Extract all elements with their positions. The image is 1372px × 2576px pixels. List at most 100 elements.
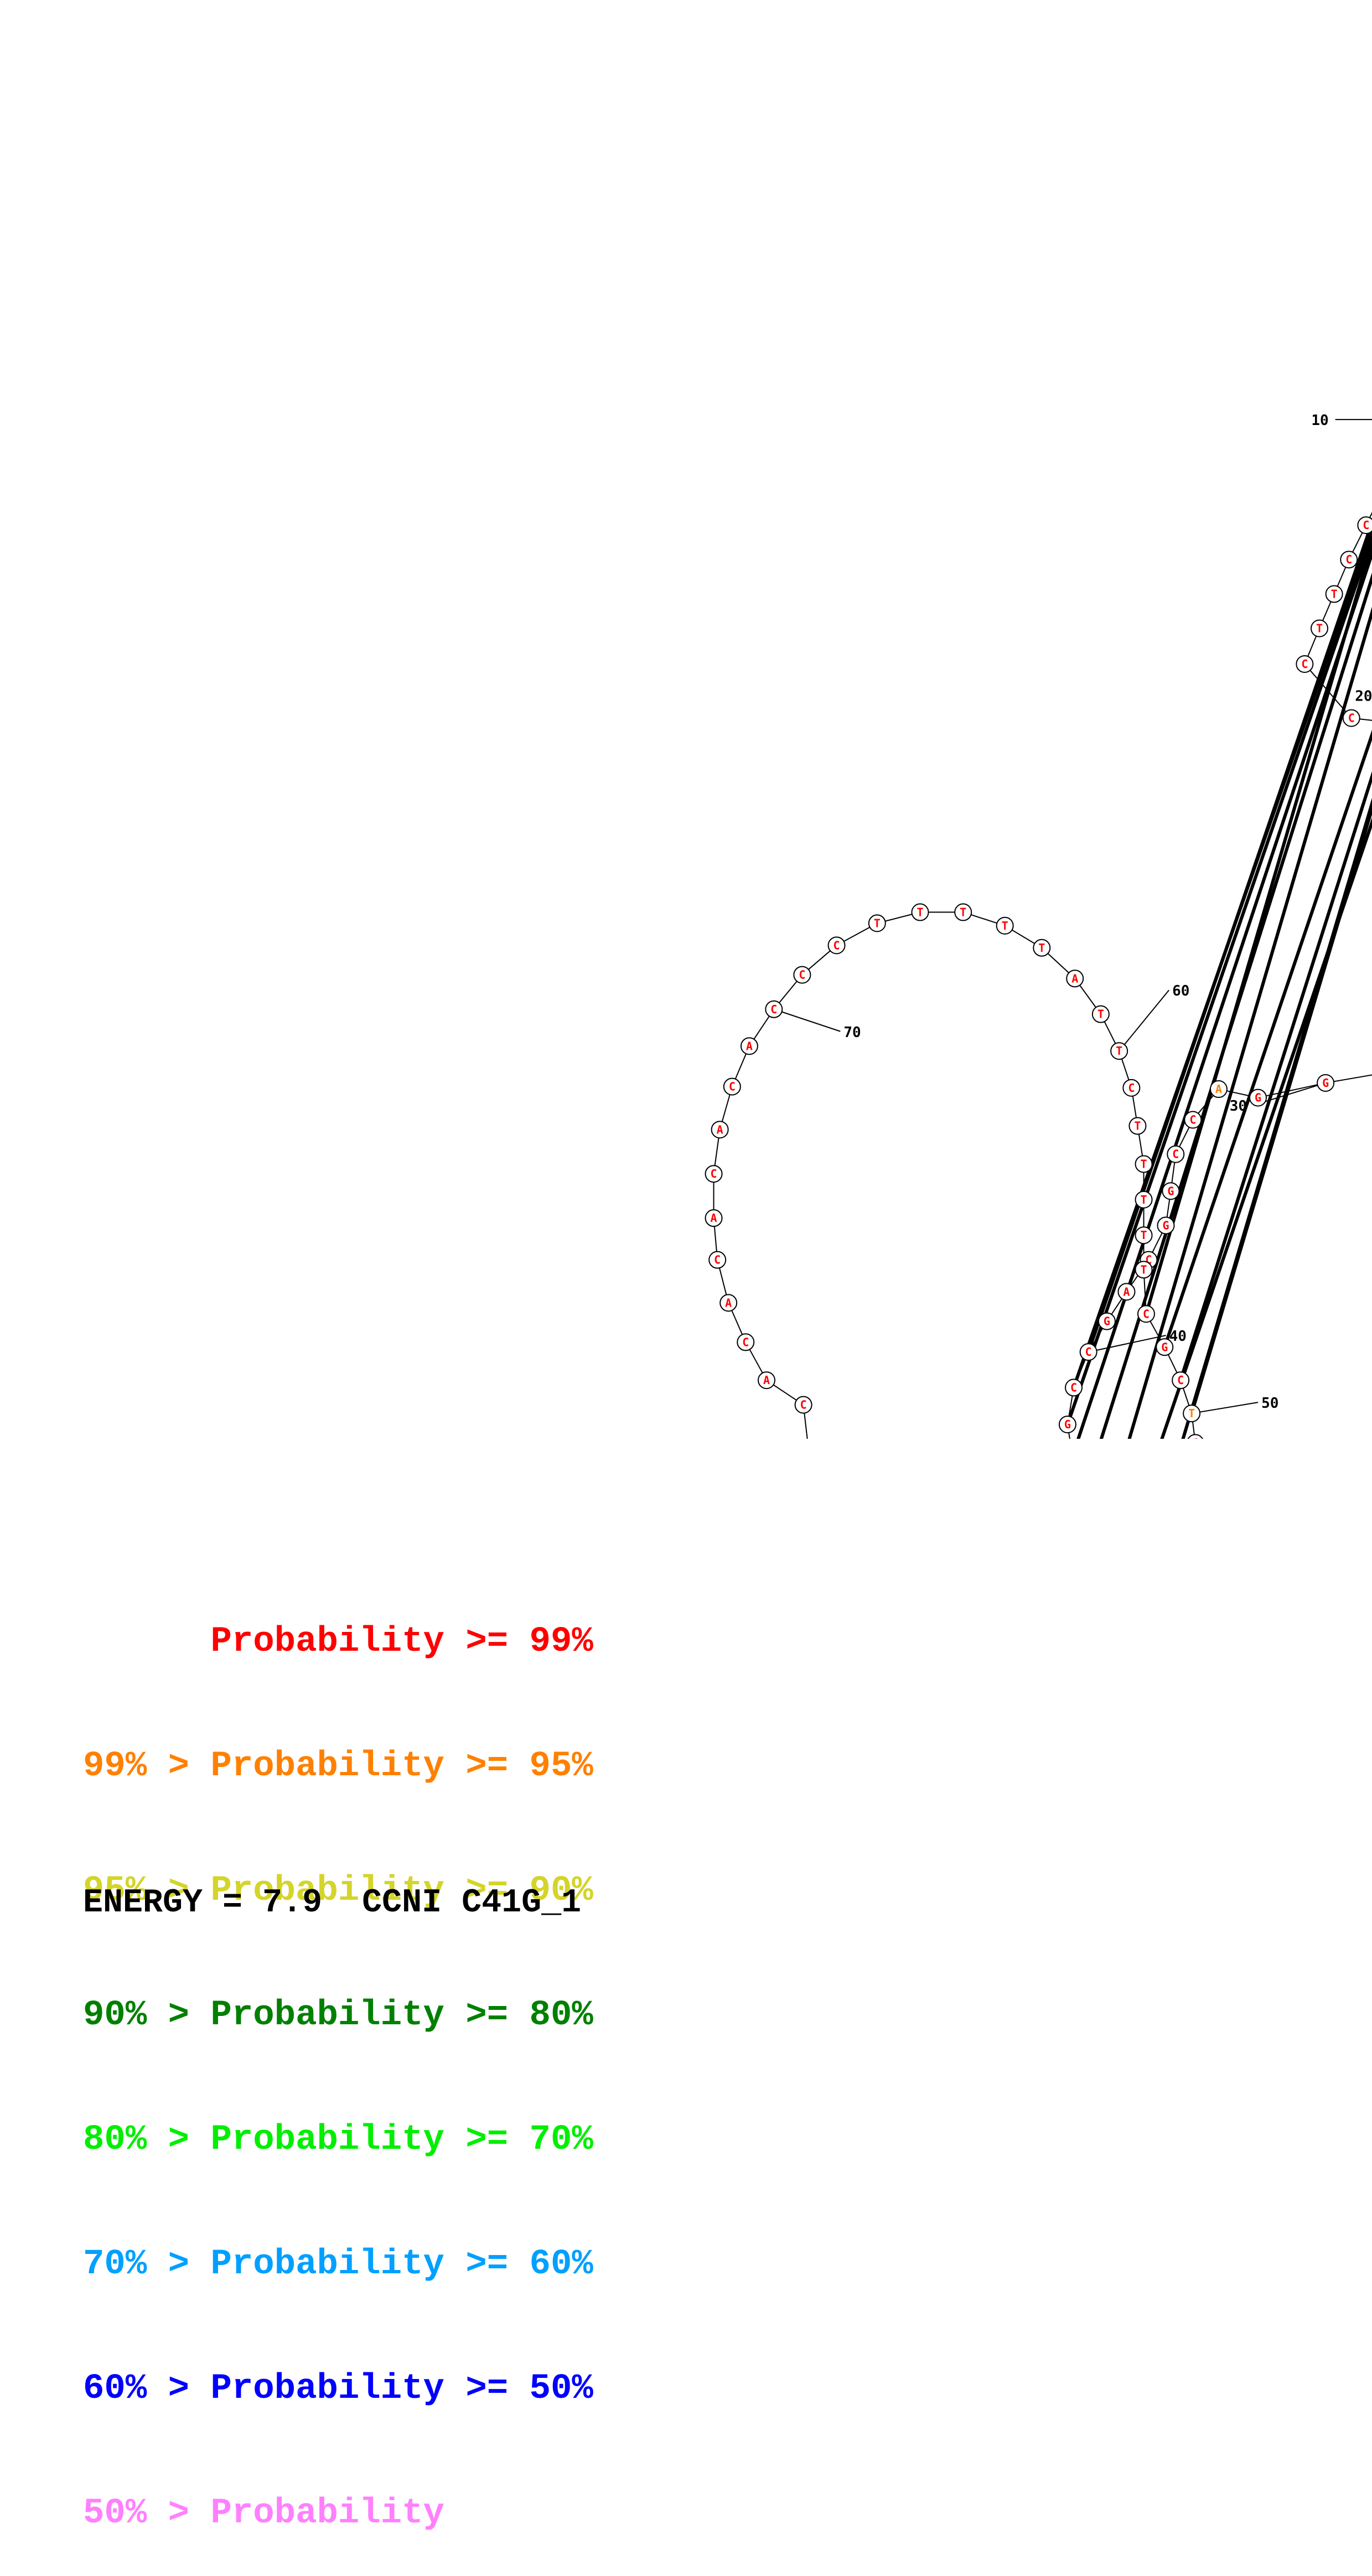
nucleotide-circle (1128, 1117, 1147, 1135)
nucleotide: C (1137, 1305, 1155, 1323)
nucleotide: T (1110, 1042, 1128, 1060)
nucleotide: T (1135, 1261, 1153, 1279)
nucleotide-letter: T (1002, 919, 1008, 932)
nucleotide: G (1157, 1216, 1175, 1235)
nucleotide-letter: T (1038, 941, 1045, 955)
nucleotide-letter: C (799, 968, 805, 982)
nucleotide-letter: C (1143, 1307, 1150, 1320)
nucleotide: A (705, 1209, 723, 1227)
nucleotide-circle (1172, 1371, 1190, 1390)
tick-line (803, 1404, 808, 1439)
nucleotide-circle (1066, 970, 1084, 988)
base-pair-bond (1076, 548, 1372, 1439)
nucleotide: A (711, 1121, 729, 1139)
nucleotide-letter: T (1141, 1193, 1147, 1206)
base-pair-bond (1127, 607, 1372, 1439)
nucleotide-circle (1357, 516, 1372, 535)
nucleotide: G (1058, 1416, 1076, 1434)
nucleotide: T (1128, 1117, 1147, 1135)
nucleotide-circle (1183, 1404, 1201, 1423)
tick-line (1191, 1402, 1259, 1414)
nucleotide-letter: G (1255, 1091, 1261, 1105)
nucleotide-letter: C (800, 1398, 807, 1412)
nucleotide: G (1156, 1338, 1174, 1356)
nucleotide-letter: C (1189, 1113, 1196, 1127)
nucleotide-circle (1311, 619, 1328, 637)
nucleotide-letter: T (1141, 1229, 1147, 1242)
nucleotide-letter: C (770, 1003, 777, 1016)
nucleotide: A (1117, 1283, 1136, 1301)
nucleotide: T (1135, 1226, 1153, 1245)
nucleotide: T (1311, 619, 1328, 637)
nucleotide: T (1183, 1404, 1201, 1423)
base-pair-bond (1066, 533, 1372, 1426)
legend-row: 95% > Probability >= 90% (83, 1871, 593, 1911)
nucleotide: A (740, 1037, 758, 1055)
nucleotide-circle (1058, 1416, 1076, 1434)
nucleotide: C (1172, 1371, 1190, 1390)
legend-row: 90% > Probability >= 80% (83, 1996, 593, 2035)
nucleotide: G (1097, 1312, 1116, 1330)
tick-line (774, 1008, 841, 1032)
nucleotide: T (996, 916, 1014, 935)
nucleotide-letter: G (1162, 1219, 1169, 1232)
base-pair-bond (1181, 797, 1372, 1439)
nucleotide-circle (1342, 709, 1360, 727)
nucleotide-circle (719, 1294, 738, 1312)
nucleotide: G (1317, 1074, 1335, 1092)
legend-row: 60% > Probability >= 50% (83, 2369, 593, 2409)
nucleotide-letter: T (1188, 1407, 1195, 1420)
nucleotide: C (765, 1000, 783, 1018)
nucleotide: C (827, 936, 846, 955)
nucleotide-circle (827, 936, 846, 955)
base-pair-bond (1099, 572, 1372, 1439)
nucleotide-circle (758, 1371, 775, 1390)
nucleotide: C (1122, 1079, 1141, 1097)
nucleotide-circle (1167, 1145, 1185, 1163)
nucleotide: G (1162, 1182, 1180, 1200)
nucleotide: G (1249, 1089, 1267, 1107)
nucleotide-letter: T (1116, 1044, 1122, 1058)
nucleotide: A (1066, 970, 1084, 988)
nucleotide: C (1357, 516, 1372, 535)
nucleotide-circle (868, 914, 886, 932)
nucleotide: A (1209, 1080, 1228, 1098)
nucleotide-letter: A (1123, 1285, 1130, 1298)
nucleotide: T (1325, 585, 1343, 603)
tick-label: 40 (1169, 1328, 1187, 1345)
backbone-segment (1257, 1082, 1326, 1098)
nucleotide-letter: A (1215, 1082, 1222, 1096)
nucleotide: T (1033, 939, 1051, 957)
legend-row: Probability >= 99% (83, 1622, 593, 1662)
nucleotide: T (954, 903, 972, 921)
tick-line (1088, 1335, 1166, 1353)
nucleotide-circle (1117, 1283, 1136, 1301)
nucleotide-circle (1135, 1190, 1153, 1209)
nucleotide-circle (1135, 1226, 1153, 1245)
nucleotide-letter: C (1363, 519, 1369, 532)
nucleotide-circle (1156, 1338, 1174, 1356)
nucleotide-circle (1135, 1155, 1153, 1173)
nucleotide: C (1167, 1145, 1185, 1163)
nucleotide-circle (1209, 1080, 1228, 1098)
nucleotide-letter: C (714, 1253, 721, 1267)
nucleotide-letter: T (1316, 622, 1323, 635)
backbone-segment (1325, 1074, 1372, 1084)
nucleotide-letter: A (1071, 972, 1078, 985)
base-pair-bond (1163, 729, 1372, 1348)
legend-row: 70% > Probability >= 60% (83, 2245, 593, 2284)
probability-legend: Probability >= 99% 99% > Probability >= … (83, 1538, 593, 2576)
nucleotide-circle (1296, 655, 1314, 673)
nucleotide-circle (1187, 1434, 1203, 1439)
nucleotide: C (1340, 551, 1358, 569)
nucleotide: C (705, 1165, 723, 1183)
nucleotide: T (1091, 1005, 1110, 1023)
legend-row: 80% > Probability >= 70% (83, 2120, 593, 2160)
base-pair-bond (1086, 517, 1372, 1353)
nucleotide: C (1065, 1378, 1083, 1397)
nucleotide-circle (911, 903, 929, 921)
nucleotide-letter: A (746, 1039, 753, 1053)
nucleotide-circle (1033, 939, 1051, 957)
nucleotide-circle (711, 1121, 729, 1139)
nucleotide-letter: C (1177, 1373, 1184, 1387)
